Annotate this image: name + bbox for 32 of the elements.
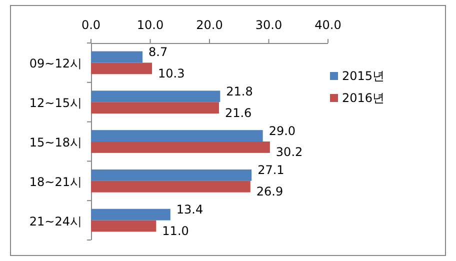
data-label: 10.3 (158, 66, 185, 80)
data-label: 11.0 (162, 224, 189, 238)
bar (91, 208, 170, 220)
data-label: 29.0 (268, 124, 296, 138)
bar (91, 180, 250, 192)
legend-label: 2015년 (342, 69, 385, 83)
y-tick-label: 12~15시 (29, 96, 82, 110)
bar (91, 130, 263, 142)
x-tick-label: 20.0 (196, 18, 223, 32)
data-label: 21.6 (224, 106, 252, 120)
y-tick-label: 18~21시 (29, 174, 82, 189)
y-tick-label: 21~24시 (29, 214, 82, 228)
y-tick-label: 09~12시 (29, 56, 82, 71)
x-tick-label: 30.0 (255, 18, 282, 32)
bar (91, 62, 152, 74)
data-label: 27.1 (258, 163, 284, 178)
x-tick-label: 40.0 (314, 18, 342, 32)
data-label: 21.8 (226, 84, 253, 98)
x-tick-label: 0.0 (81, 18, 101, 32)
bar (91, 220, 156, 232)
bar (91, 51, 143, 63)
y-tick-label: 15~18시 (29, 136, 82, 150)
bar (91, 169, 252, 181)
data-label: 26.9 (256, 184, 284, 199)
data-label: 8.7 (148, 44, 168, 59)
bar (91, 90, 220, 102)
data-label: 13.4 (176, 202, 204, 217)
x-tick-label: 10.0 (136, 18, 164, 32)
bar (91, 102, 219, 114)
legend-label: 2016년 (342, 91, 385, 105)
data-label: 30.2 (276, 145, 303, 160)
bar (91, 142, 270, 153)
